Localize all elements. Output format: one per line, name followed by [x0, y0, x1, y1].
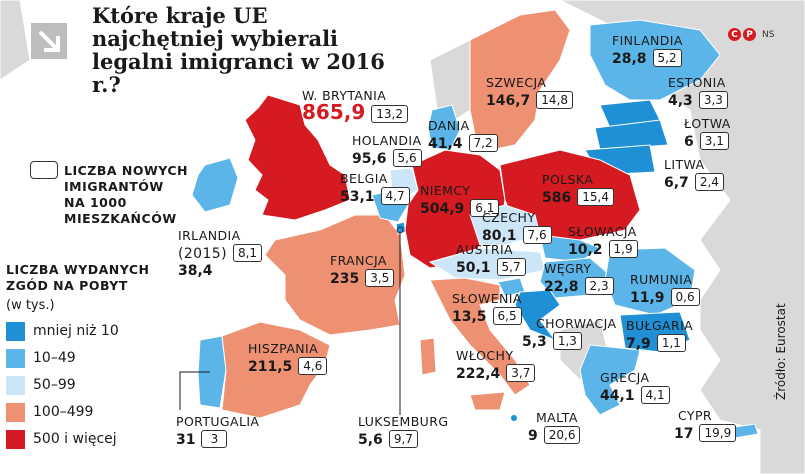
region-wb: [244, 94, 351, 221]
region-dan: [427, 104, 461, 151]
credit-text: NS: [762, 29, 775, 40]
region-slk: [539, 234, 602, 263]
legend-unit: (w tys.): [6, 298, 55, 313]
label-fra: Francja 235 3,5: [330, 253, 395, 288]
label-cyp: Cypr 17 19,9: [674, 408, 737, 443]
legend-item: 500 i więcej: [6, 429, 117, 449]
copyright-mark: C P NS: [728, 28, 774, 41]
label-est: Estonia 4,3 3,3: [668, 75, 728, 110]
label-aus: Austria 50,1 5,7: [456, 242, 526, 277]
legend-swatch: [6, 375, 25, 395]
label-dan: Dania 41,4 7,2: [428, 118, 498, 153]
copyright-c-icon: C: [728, 28, 741, 41]
region-irl: [191, 157, 239, 213]
legend-item: 50–99: [6, 375, 76, 395]
luk-marker: [396, 226, 404, 234]
label-bel: Belgia 53,1 4,7: [340, 171, 410, 206]
legend-box-title: Liczba nowych imigrantów na 1000 mieszka…: [64, 163, 189, 226]
label-nie: Niemcy 504,9 6,1: [420, 183, 500, 218]
label-cho: Chorwacja 5,3 1,3: [522, 316, 617, 350]
region-wlo-sicily: [469, 391, 506, 411]
legend-item: 100–499: [6, 402, 93, 422]
label-por: Portugalia 31 3: [176, 414, 260, 448]
legend-item: 10–49: [6, 348, 76, 368]
label-bul: Bułgaria 7,9 1,1: [626, 318, 694, 352]
region-gre: [579, 344, 641, 416]
label-gre: Grecja 44,1 4,1: [600, 370, 670, 405]
region-his: [221, 321, 331, 419]
legend-box-key: [30, 161, 58, 179]
label-rum: Rumunia 11,9 0,6: [630, 272, 700, 307]
label-slo: Słowenia 13,5 6,5: [452, 291, 522, 325]
legend-category-title: Liczba wydanych zgód na pobyt: [6, 262, 150, 293]
copyright-p-icon: P: [743, 28, 756, 41]
label-luk: Luksemburg 5,6 9,7: [358, 414, 449, 448]
legend-swatch: [6, 402, 25, 422]
label-wen: Węgry 22,8 2,3: [544, 261, 614, 296]
page-title: Które kraje UE najchętniej wybierali leg…: [92, 3, 385, 97]
label-lot: Łotwa 6 3,1: [684, 116, 731, 150]
label-szw: Szwecja 146,7 14,8: [486, 75, 574, 110]
label-his: Hiszpania 211,5 4,6: [248, 341, 328, 376]
region-lot: [594, 119, 669, 151]
label-fin: Finlandia 28,8 5,2: [612, 33, 683, 67]
source-note: Źródło: Eurostat: [774, 303, 788, 400]
label-wlo: Włochy 222,4 3,7: [456, 348, 536, 383]
label-irl: Irlandia (2015) 8,1 38,4: [178, 228, 263, 280]
legend-swatch: [6, 348, 25, 368]
label-pol: Polska 586 15,4: [542, 172, 614, 207]
legend-swatch: [6, 429, 25, 449]
label-wb: W. Brytania 865,9 13,2: [302, 88, 408, 123]
region-mal: [511, 415, 517, 421]
legend-swatch: [6, 321, 25, 341]
arrow-icon: [30, 22, 68, 60]
label-slk: Słowacja 10,2 1,9: [568, 224, 638, 258]
label-cze: Czechy 80,1 7,6: [482, 210, 552, 245]
region-wlo-sardinia: [419, 337, 437, 376]
label-hol: Holandia 95,6 5,6: [352, 133, 422, 167]
legend-item: mniej niż 10: [6, 321, 119, 341]
label-mal: Malta 9 20,6: [528, 410, 581, 445]
label-lit: Litwa 6,7 2,4: [664, 157, 724, 192]
